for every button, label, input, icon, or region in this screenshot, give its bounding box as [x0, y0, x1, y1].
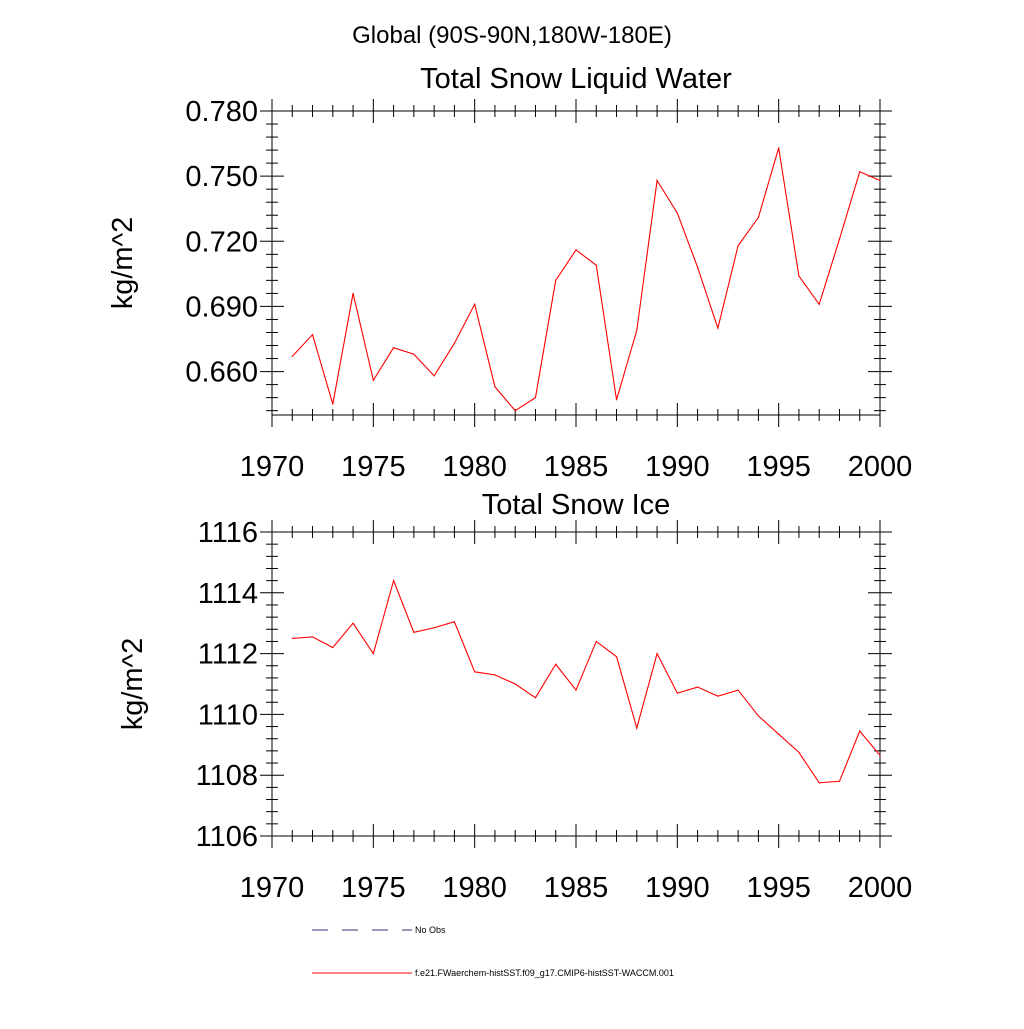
x-tick-label: 1985: [544, 872, 609, 904]
y-tick-label: 1106: [196, 821, 258, 853]
data-point: [636, 329, 638, 331]
data-point: [717, 327, 719, 329]
x-tick-label: 1995: [746, 872, 811, 904]
data-point: [413, 353, 415, 355]
data-point: [838, 780, 841, 782]
data-point: [352, 292, 354, 294]
data-point: [494, 386, 496, 388]
y-tick-label: 1108: [196, 760, 258, 792]
legend-label: f.e21.FWaerchem-histSST.f09_g17.CMIP6-hi…: [415, 968, 674, 978]
y-tick-label: 0.780: [185, 96, 258, 128]
y-tick-label: 0.720: [185, 226, 258, 258]
data-point: [676, 692, 678, 694]
series-line: [292, 578, 881, 784]
y-tick-label: 1114: [198, 578, 258, 610]
data-point: [332, 646, 334, 649]
x-tick-label: 1975: [341, 451, 406, 483]
data-point: [494, 674, 496, 676]
x-tick-label: 2000: [848, 872, 913, 904]
y-tick-label: 0.690: [185, 291, 258, 323]
data-point: [798, 275, 800, 277]
data-point: [332, 403, 334, 405]
data-point: [534, 397, 537, 399]
data-point: [291, 637, 293, 640]
data-point: [859, 730, 861, 732]
data-point: [534, 697, 537, 699]
data-point: [514, 683, 516, 685]
data-point: [474, 671, 476, 673]
x-tick-label: 1985: [544, 451, 609, 483]
data-point: [859, 171, 861, 173]
data-point: [311, 636, 314, 638]
x-tick-label: 1995: [746, 451, 811, 483]
data-point: [656, 179, 658, 182]
data-point: [778, 733, 780, 735]
y-tick-label: 0.750: [185, 161, 258, 193]
data-point: [433, 375, 435, 377]
data-point: [311, 334, 314, 336]
y-tick-label: 0.660: [185, 357, 258, 389]
data-point: [575, 689, 577, 691]
y-tick-label: 1116: [198, 517, 258, 549]
data-point: [697, 266, 699, 268]
data-point: [737, 689, 739, 691]
data-point: [393, 580, 395, 582]
x-tick-label: 1980: [442, 451, 507, 483]
data-point: [838, 238, 841, 240]
data-point: [757, 715, 760, 717]
legend-label: No Obs: [415, 925, 446, 935]
x-tick-label: 1975: [341, 872, 406, 904]
data-point: [778, 147, 780, 149]
panel-title: Total Snow Ice: [482, 489, 671, 521]
data-point: [879, 754, 881, 757]
data-point: [555, 279, 557, 281]
series-line: [291, 147, 881, 412]
y-axis-label: kg/m^2: [107, 217, 139, 310]
data-point: [636, 727, 638, 729]
data-point: [595, 264, 597, 266]
data-point: [352, 622, 354, 624]
x-tick-label: 1990: [645, 451, 710, 483]
data-point: [372, 379, 374, 381]
x-tick-label: 1980: [442, 872, 507, 904]
data-point: [798, 751, 800, 754]
data-point: [453, 621, 455, 623]
data-point: [372, 653, 374, 655]
data-point: [615, 656, 618, 658]
data-point: [555, 663, 557, 665]
data-point: [291, 355, 293, 357]
x-tick-label: 1970: [240, 451, 305, 483]
data-point: [676, 212, 678, 214]
data-point: [393, 347, 395, 349]
y-axis-label: kg/m^2: [117, 638, 149, 731]
data-point: [615, 399, 618, 401]
data-point: [595, 640, 597, 643]
data-point: [433, 627, 435, 629]
plot-frame: [271, 531, 881, 837]
data-point: [697, 686, 699, 688]
data-point: [413, 631, 415, 633]
panel-title: Total Snow Liquid Water: [420, 63, 732, 95]
figure-suptitle: Global (90S-90N,180W-180E): [352, 22, 672, 49]
data-point: [757, 216, 760, 218]
data-point: [656, 653, 658, 655]
y-tick-label: 1110: [198, 699, 258, 731]
data-point: [453, 342, 455, 344]
x-tick-label: 2000: [848, 451, 913, 483]
x-tick-label: 1970: [240, 872, 305, 904]
data-point: [717, 695, 719, 697]
data-point: [575, 249, 577, 251]
y-tick-label: 1112: [198, 639, 258, 671]
data-point: [818, 303, 820, 305]
data-point: [879, 179, 881, 182]
plot-frame: [271, 110, 881, 416]
data-point: [474, 303, 476, 305]
x-tick-label: 1990: [645, 872, 710, 904]
data-point: [737, 245, 739, 247]
data-point: [818, 782, 820, 784]
data-point: [514, 410, 516, 412]
